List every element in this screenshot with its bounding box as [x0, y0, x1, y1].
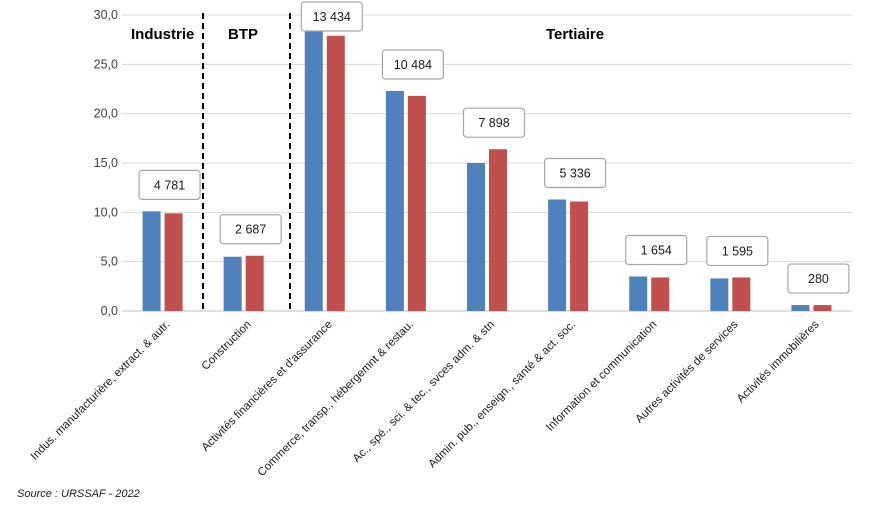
callout-value: 1 654 — [641, 243, 672, 257]
category-labels: Indus. manufacturière, extract. & autr. C… — [29, 318, 822, 479]
bar-series-1 — [629, 276, 648, 311]
callout-box — [544, 157, 607, 189]
callout-box — [462, 107, 526, 138]
bar-series-1 — [548, 199, 567, 311]
callout-box — [625, 234, 688, 266]
source-note: Source : URSSAF - 2022 — [17, 488, 140, 500]
callout-value: 2 687 — [235, 223, 266, 237]
bar-series-2 — [813, 305, 832, 311]
y-axis-ticks: 0,0 5,0 10,0 15,0 20,0 25,0 30,0 — [94, 8, 118, 318]
bar-series-1 — [142, 211, 161, 311]
bar-series-1 — [385, 90, 404, 312]
bar-series-2 — [407, 95, 426, 311]
y-tick-label: 25,0 — [94, 57, 118, 71]
bar-series-1 — [467, 163, 485, 311]
section-label-tertiaire: Tertiaire — [546, 26, 604, 43]
callout-box — [381, 49, 444, 80]
x-category-label: Commerce, transp., hébergemnt & restau. — [256, 319, 416, 479]
x-category-label: Activités financières et d'assurance — [200, 319, 335, 454]
callout-box — [219, 214, 282, 245]
x-category-label: Indus. manufacturière, extract. & autr. — [29, 319, 173, 463]
section-labels: Industrie BTP Tertiaire — [131, 26, 604, 43]
callout-box — [138, 169, 201, 200]
bar-series-1 — [710, 278, 729, 311]
y-tick-label: 30,0 — [94, 8, 118, 22]
bars — [142, 30, 832, 312]
bar-series-2 — [651, 277, 670, 311]
x-category-label: Ac., spé., sci. & tec., svces adm. & stn — [351, 319, 497, 465]
y-tick-label: 10,0 — [94, 205, 118, 219]
bar-series-2 — [164, 213, 183, 311]
bar-series-1 — [304, 30, 323, 311]
callout-box — [706, 235, 769, 267]
callout-box — [787, 263, 850, 294]
value-callouts: 4 781 2 687 13 434 10 484 7 898 5 336 1 654 1 5… — [138, 1, 850, 294]
y-tick-label: 5,0 — [101, 255, 118, 269]
callout-box — [300, 1, 363, 32]
bar-series-2 — [732, 277, 751, 311]
callout-value: 1 595 — [722, 244, 753, 258]
callout-value: 4 781 — [154, 178, 185, 192]
callout-value: 5 336 — [559, 167, 590, 181]
x-category-label: Activités immobilières — [735, 318, 822, 405]
bar-series-2 — [570, 201, 589, 311]
bar-series-2 — [489, 149, 507, 311]
callout-value: 10 484 — [394, 58, 432, 72]
x-category-label: Admin. pub., enseign., santé & act. soc. — [426, 319, 578, 471]
bar-series-1 — [223, 256, 242, 311]
y-tick-label: 15,0 — [94, 156, 118, 170]
section-label-btp: BTP — [228, 26, 258, 43]
bar-series-1 — [791, 305, 810, 311]
callout-value: 280 — [808, 272, 829, 286]
bar-series-2 — [326, 35, 345, 311]
bar-series-2 — [245, 255, 264, 311]
x-category-label: Construction — [200, 319, 254, 373]
y-tick-label: 0,0 — [101, 304, 118, 318]
y-tick-label: 20,0 — [94, 107, 118, 121]
section-label-industrie: Industrie — [131, 26, 194, 43]
callout-value: 7 898 — [478, 116, 509, 130]
callout-value: 13 434 — [313, 10, 351, 24]
